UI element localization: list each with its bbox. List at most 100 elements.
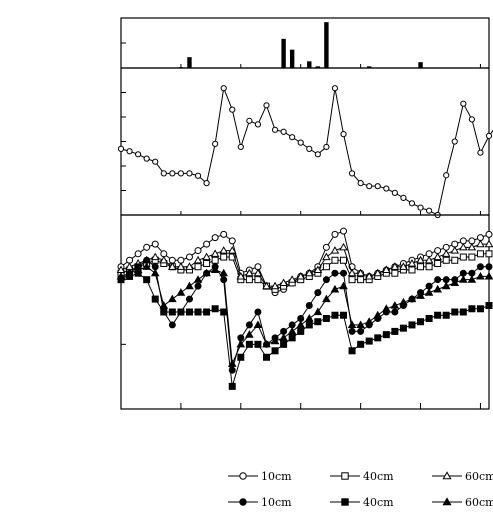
control-40cm-point xyxy=(417,318,425,326)
control-40cm-point xyxy=(280,340,288,348)
control-60cm-point xyxy=(424,288,434,296)
control-60cm-point xyxy=(330,284,340,293)
legend-marker xyxy=(341,472,349,480)
control-40cm-point xyxy=(365,337,373,345)
control-40cm-point xyxy=(297,327,305,335)
cutting-60cm-point xyxy=(476,239,485,248)
control-10cm-point xyxy=(322,276,330,284)
control-60cm-point xyxy=(219,268,229,277)
cutting-60cm-point xyxy=(253,268,263,277)
control-60cm-point xyxy=(236,339,246,348)
cutting-40cm-point xyxy=(391,269,399,277)
cutting-40cm-point xyxy=(331,256,339,264)
control-60cm-point xyxy=(245,330,254,338)
cutting-60cm-point xyxy=(313,265,323,274)
control-60cm-point xyxy=(133,265,143,274)
drainage-point xyxy=(366,183,373,190)
control-10cm-point xyxy=(476,263,484,271)
cutting-60cm-point xyxy=(219,246,229,254)
control-40cm-point xyxy=(348,347,356,355)
pf-panel xyxy=(116,214,493,410)
control-10cm-point xyxy=(391,308,399,316)
control-60cm-point xyxy=(347,320,357,329)
control-40cm-point xyxy=(168,308,176,316)
cutting-10cm-point xyxy=(331,230,339,238)
cutting-60cm-point xyxy=(322,252,331,261)
control-40cm-point xyxy=(220,308,228,316)
drainage-point xyxy=(383,185,390,192)
drainage-point xyxy=(186,170,193,177)
control-40cm-point xyxy=(331,311,339,319)
control-40cm-point xyxy=(442,311,450,319)
drainage-point xyxy=(348,170,356,177)
control-40cm-point xyxy=(476,305,484,313)
cutting-60cm-point xyxy=(450,246,460,254)
control-60cm-point xyxy=(168,294,177,303)
control-60cm-point xyxy=(185,281,194,290)
control-60cm-point xyxy=(467,275,477,283)
cutting-60cm-point xyxy=(150,252,160,261)
cutting-40cm-point xyxy=(468,253,476,261)
cutting-40cm-point xyxy=(340,256,348,264)
control-60cm-point xyxy=(459,275,468,283)
control-60cm-point xyxy=(356,320,365,329)
drainage-point xyxy=(177,170,185,177)
cutting-60cm-point xyxy=(296,271,306,280)
control-40cm-point xyxy=(451,308,459,316)
legend-marker xyxy=(341,498,349,506)
control-40cm-point xyxy=(203,308,211,316)
control-40cm-point xyxy=(288,334,296,342)
cutting-10cm-point xyxy=(143,243,151,251)
control-40cm-point xyxy=(194,308,202,316)
drainage-point xyxy=(143,155,150,162)
cutting-10cm-line xyxy=(120,230,490,294)
cutting-60cm-point xyxy=(159,255,169,264)
cutting-60cm-point xyxy=(347,268,357,277)
control-60cm-point xyxy=(159,301,169,309)
legend-marker xyxy=(239,472,247,480)
drainage-point xyxy=(212,140,219,147)
control-60cm-point xyxy=(116,271,126,280)
control-40cm-point xyxy=(254,340,262,348)
rain-bar xyxy=(324,22,329,69)
control-10cm-point xyxy=(245,321,253,329)
cutting-10cm-point xyxy=(211,234,219,242)
drainage-point xyxy=(229,106,236,113)
cutting-40cm-point xyxy=(194,263,202,271)
control-60cm-point xyxy=(176,288,186,296)
control-40cm-point xyxy=(245,340,253,348)
drainage-point xyxy=(331,85,339,92)
drainage-point xyxy=(314,151,321,158)
cutting-10cm-point xyxy=(194,247,202,255)
control-10cm-point xyxy=(194,282,202,290)
control-40cm-point xyxy=(151,295,159,303)
rain-bar xyxy=(307,61,312,68)
control-40cm-point xyxy=(382,331,390,339)
cutting-60cm-point xyxy=(364,271,374,280)
cutting-60cm-point xyxy=(236,271,246,280)
drainage-point xyxy=(306,145,313,152)
rain-bar xyxy=(187,57,192,68)
cutting-60cm-point xyxy=(433,252,442,261)
cutting-40cm-point xyxy=(228,253,236,261)
cutting-40cm-line xyxy=(120,253,489,290)
control-40cm-point xyxy=(314,318,322,326)
drainage-point xyxy=(263,102,270,109)
drainage-point xyxy=(477,149,484,156)
control-60cm-point xyxy=(287,326,297,335)
control-60cm-point xyxy=(142,262,151,270)
control-60cm-point xyxy=(450,278,460,286)
rainfall-frame xyxy=(120,17,490,69)
cutting-60cm-point xyxy=(279,278,288,286)
drainage-point xyxy=(425,207,433,214)
legend-marker xyxy=(442,497,452,506)
control-10cm-point xyxy=(485,263,493,271)
cutting-60cm-point xyxy=(287,275,297,283)
legend-item-label: 40cm xyxy=(363,496,394,509)
cutting-40cm-point xyxy=(254,276,262,284)
control-40cm-point xyxy=(237,353,245,361)
control-40cm-point xyxy=(271,347,279,355)
control-40cm-point xyxy=(305,321,313,329)
cutting-60cm-point xyxy=(304,268,314,277)
control-60cm-point xyxy=(433,284,442,293)
